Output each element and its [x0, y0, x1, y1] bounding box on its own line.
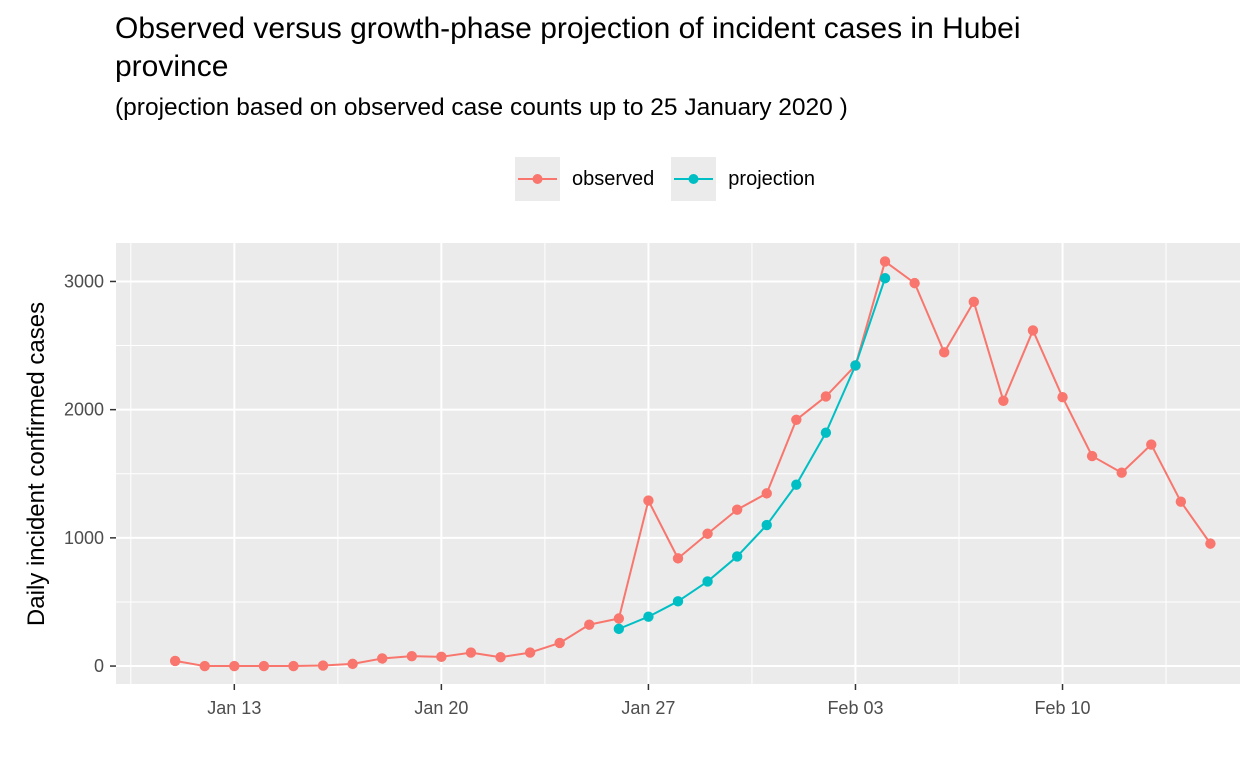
- y-axis-title: Daily incident confirmed cases: [23, 302, 50, 626]
- data-point-observed: [1175, 496, 1187, 507]
- data-point-observed: [613, 613, 625, 624]
- legend-dot-projection: [688, 174, 699, 184]
- data-point-observed: [909, 277, 920, 289]
- data-point-observed: [731, 504, 743, 515]
- data-point-observed: [968, 296, 979, 308]
- data-point-observed: [1146, 439, 1157, 450]
- y-tick-label: 2000: [64, 400, 104, 420]
- data-point-observed: [199, 660, 210, 672]
- data-point-observed: [584, 619, 595, 630]
- data-point-observed: [436, 651, 447, 663]
- data-point-observed: [879, 256, 891, 267]
- data-point-observed: [406, 650, 417, 662]
- data-point-observed: [998, 395, 1009, 407]
- data-point-projection: [820, 427, 832, 438]
- legend-item-observed: observed: [515, 157, 654, 201]
- x-tick-label: Jan 27: [621, 698, 675, 718]
- legend-key-projection: [671, 157, 717, 201]
- data-point-observed: [229, 660, 240, 672]
- data-point-projection: [731, 551, 743, 562]
- series-points: [169, 256, 1216, 672]
- data-point-observed: [1205, 538, 1216, 549]
- data-point-observed: [1027, 325, 1039, 336]
- y-tick-label: 0: [94, 656, 104, 676]
- legend-dot-observed: [532, 174, 543, 184]
- x-tick-label: Jan 13: [207, 698, 261, 718]
- data-point-observed: [1116, 467, 1127, 478]
- x-tick-label: Feb 10: [1035, 698, 1091, 718]
- data-point-observed: [761, 488, 772, 499]
- x-tick-label: Feb 03: [827, 698, 883, 718]
- data-point-observed: [554, 637, 565, 649]
- panel-background: [116, 243, 1240, 684]
- data-point-projection: [702, 576, 713, 587]
- axes: 0 1000 2000 3000 Jan 13 Jan 20 Jan 27 Feb 03 Feb…: [64, 271, 1091, 718]
- series-line-projection: [618, 277, 886, 630]
- chart-title: Observed versus growth-phase projection …: [115, 12, 1021, 83]
- data-point-observed: [524, 647, 536, 658]
- y-tick-label: 1000: [64, 528, 104, 548]
- data-point-observed: [258, 660, 270, 672]
- data-point-observed: [939, 347, 950, 358]
- data-point-observed: [643, 495, 654, 506]
- data-point-observed: [1086, 450, 1098, 462]
- y-tick-label: 3000: [64, 271, 104, 291]
- data-point-projection: [613, 623, 625, 635]
- data-point-observed: [317, 660, 329, 671]
- data-point-projection: [879, 273, 891, 284]
- data-point-observed: [495, 652, 506, 663]
- legend: observed projection: [515, 157, 832, 201]
- legend-label-projection: projection: [728, 167, 815, 190]
- data-point-observed: [1057, 392, 1068, 403]
- data-point-projection: [672, 596, 684, 607]
- data-point-projection: [791, 479, 802, 490]
- data-point-observed: [791, 414, 802, 425]
- data-point-observed: [347, 658, 358, 670]
- data-point-observed: [820, 391, 832, 402]
- data-point-observed: [465, 647, 477, 658]
- x-tick-label: Jan 20: [414, 698, 468, 718]
- legend-label-observed: observed: [572, 167, 655, 190]
- data-point-observed: [702, 528, 713, 539]
- data-point-observed: [169, 655, 181, 667]
- data-point-projection: [850, 360, 861, 371]
- legend-key-observed: [515, 157, 560, 201]
- chart-subtitle: (projection based on observed case count…: [115, 94, 848, 121]
- data-point-projection: [761, 519, 772, 531]
- data-point-projection: [643, 611, 654, 622]
- data-point-observed: [672, 553, 684, 564]
- data-point-observed: [377, 653, 388, 664]
- data-point-observed: [288, 660, 299, 672]
- legend-item-projection: projection: [671, 157, 815, 201]
